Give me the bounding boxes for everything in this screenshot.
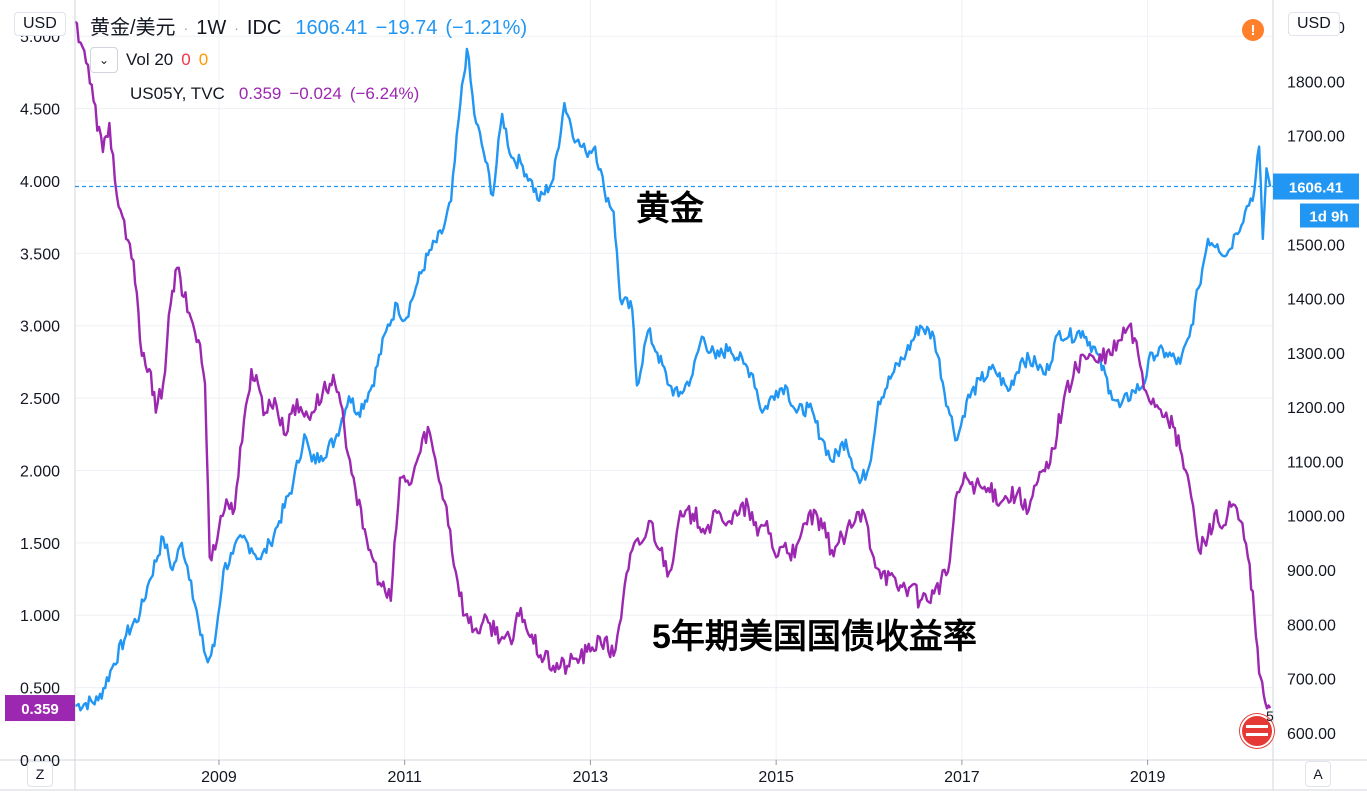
right-tick-label: 1100.00 xyxy=(1287,454,1344,471)
left-tick-label: 4.500 xyxy=(20,102,60,119)
volume-value-a: 0 xyxy=(181,50,191,69)
yield-annotation: 5年期美国国债收益率 xyxy=(652,618,977,656)
alert-icon[interactable]: ! xyxy=(1242,19,1264,41)
price-change-pct: (−1.21%) xyxy=(445,17,528,39)
a-button[interactable]: A xyxy=(1305,761,1331,787)
left-price-badge-label: 0.359 xyxy=(21,701,59,718)
right-tick-label: 1300.00 xyxy=(1287,346,1345,363)
countdown-badge xyxy=(1300,203,1359,228)
us05y-last: 0.359 xyxy=(238,84,282,103)
x-tick-label: 2017 xyxy=(944,769,980,786)
separator-dot: · xyxy=(183,20,189,36)
left-tick-label: 1.000 xyxy=(20,608,60,625)
chart-annotations: 黄金 5年期美国国债收益率 xyxy=(636,189,977,656)
symbol-title[interactable]: 黄金/美元 xyxy=(90,17,176,39)
edge-marker: 5 xyxy=(1266,708,1274,724)
symbol-row: 黄金/美元 · 1W · IDC 1606.41 −19.74 (−1.21%) xyxy=(90,14,527,42)
x-tick-label: 2011 xyxy=(387,769,422,786)
volume-row: ⌄ Vol 20 0 0 xyxy=(90,46,527,74)
z-button[interactable]: Z xyxy=(27,761,53,787)
x-tick-label: 2013 xyxy=(573,769,609,786)
right-tick-label: 1200.00 xyxy=(1287,400,1345,417)
us-flag-icon[interactable] xyxy=(1240,714,1274,748)
right-tick-label: 600.00 xyxy=(1287,726,1336,743)
left-tick-label: 3.000 xyxy=(20,319,60,336)
left-tick-label: 4.000 xyxy=(20,174,60,191)
right-tick-label: 1800.00 xyxy=(1287,74,1345,91)
right-tick-label: 700.00 xyxy=(1287,672,1336,689)
left-tick-label: 2.000 xyxy=(20,463,60,480)
chevron-down-icon[interactable]: ⌄ xyxy=(90,47,118,73)
us05y-change-pct: (−6.24%) xyxy=(349,84,420,103)
volume-label[interactable]: Vol 20 xyxy=(126,50,174,69)
x-tick-label: 2015 xyxy=(758,769,794,786)
left-axis-unit[interactable]: USD xyxy=(14,12,66,36)
right-price-badge xyxy=(1273,173,1359,200)
chart-badges: 1606.41 1d 9h 0.359 xyxy=(5,173,1359,722)
left-price-badge xyxy=(5,695,75,722)
gold-price-line xyxy=(74,47,1272,712)
volume-value-b: 0 xyxy=(198,50,209,69)
us05y-yield-line xyxy=(74,20,1272,710)
chart-legend: 黄金/美元 · 1W · IDC 1606.41 −19.74 (−1.21%)… xyxy=(90,14,527,108)
us05y-row: US05Y, TVC 0.359 −0.024 (−6.24%) xyxy=(130,80,527,108)
separator-dot: · xyxy=(234,20,239,36)
x-tick-label: 2019 xyxy=(1130,769,1166,786)
price-change: −19.74 xyxy=(375,17,438,39)
interval-label[interactable]: 1W xyxy=(196,17,227,39)
left-tick-label: 1.500 xyxy=(20,536,60,553)
right-tick-label: 800.00 xyxy=(1287,617,1336,634)
x-tick-label: 2009 xyxy=(201,769,237,786)
right-tick-label: 1400.00 xyxy=(1287,292,1345,309)
us05y-name[interactable]: US05Y, TVC xyxy=(130,84,225,103)
right-tick-label: 1000.00 xyxy=(1287,509,1345,526)
chart-series xyxy=(74,20,1272,712)
last-price: 1606.41 xyxy=(295,17,368,39)
right-tick-label: 900.00 xyxy=(1287,563,1336,580)
left-tick-label: 2.500 xyxy=(20,391,60,408)
right-axis-unit[interactable]: USD xyxy=(1288,12,1340,36)
left-tick-label: 3.500 xyxy=(20,246,60,263)
left-tick-label: 0.500 xyxy=(20,681,60,698)
countdown-badge-label: 1d 9h xyxy=(1309,209,1348,226)
source-label: IDC xyxy=(246,17,282,39)
right-tick-label: 1500.00 xyxy=(1287,237,1345,254)
right-tick-label: 1700.00 xyxy=(1287,129,1345,146)
us05y-change: −0.024 xyxy=(289,84,342,103)
gold-annotation: 黄金 xyxy=(636,189,705,228)
right-price-badge-label: 1606.41 xyxy=(1289,180,1343,197)
